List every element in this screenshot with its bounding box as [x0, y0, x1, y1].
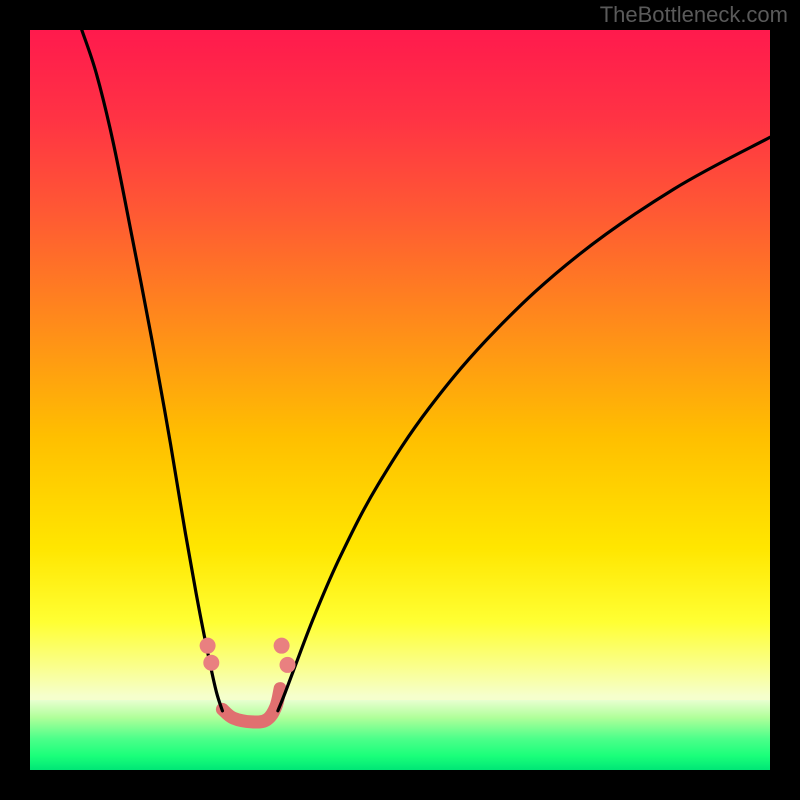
- marker-dot: [274, 638, 290, 654]
- bottleneck-curve-right: [278, 137, 770, 711]
- marker-dot: [203, 655, 219, 671]
- marker-dot: [200, 638, 216, 654]
- marker-dot: [280, 657, 296, 673]
- watermark-text: TheBottleneck.com: [600, 2, 788, 28]
- optimal-marker-stroke: [222, 689, 280, 722]
- curve-overlay: [30, 30, 770, 770]
- bottleneck-curve-left: [82, 30, 223, 711]
- plot-area: [30, 30, 770, 770]
